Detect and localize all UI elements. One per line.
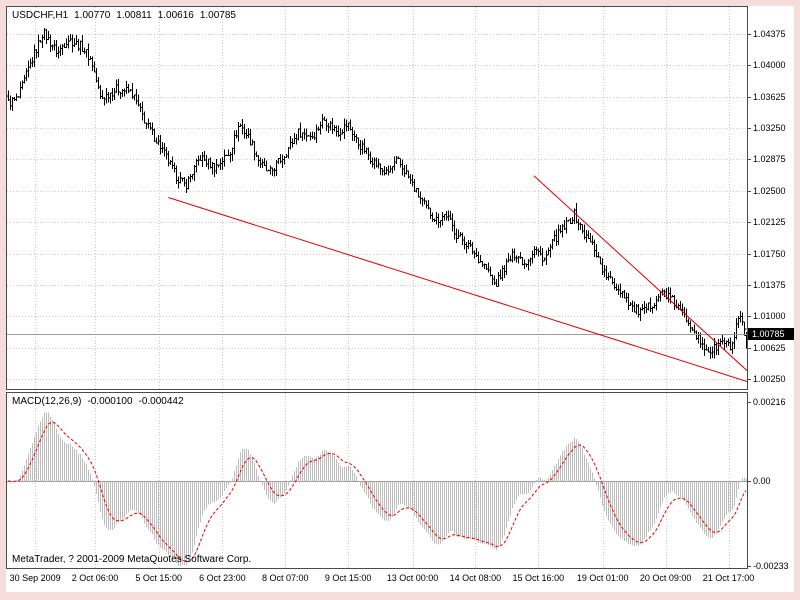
price-tick-mark bbox=[748, 96, 751, 98]
price-tick-label: 1.01750 bbox=[753, 248, 786, 259]
price-tick-mark bbox=[748, 65, 751, 67]
price-tick-mark bbox=[748, 159, 751, 161]
time-tick-label: 5 Oct 15:00 bbox=[135, 573, 182, 583]
price-axis[interactable]: 1.04375 1.04000 1.03625 1.03250 1.02875 1.025… bbox=[748, 6, 794, 592]
time-tick-label: 13 Oct 00:00 bbox=[386, 573, 439, 583]
price-tick-mark bbox=[748, 34, 751, 36]
price-tick-label: 1.04000 bbox=[753, 60, 786, 71]
time-tick-label: 21 Oct 17:00 bbox=[702, 573, 755, 583]
time-tick-label: 6 Oct 23:00 bbox=[199, 573, 246, 583]
current-price-box: 1.00785 bbox=[748, 328, 794, 341]
macd-scale-tick-mark bbox=[748, 566, 751, 568]
macd-panel[interactable]: MACD(12,26,9) -0.000100 -0.000442 MetaTrad… bbox=[6, 392, 748, 569]
time-tick-label: 2 Oct 06:00 bbox=[71, 573, 119, 583]
price-tick-label: 1.03250 bbox=[753, 123, 786, 134]
price-tick-mark bbox=[748, 253, 751, 255]
price-tick-mark bbox=[748, 222, 751, 224]
price-tick-label: 1.02500 bbox=[753, 185, 786, 196]
ohlc-close: 1.00785 bbox=[199, 10, 236, 21]
time-tick-label: 8 Oct 07:00 bbox=[261, 573, 309, 583]
price-tick-label: 1.00625 bbox=[753, 342, 786, 353]
macd-scale-label: 0.00216 bbox=[753, 396, 786, 407]
main-chart-panel[interactable]: USDCHF,H1 1.00770 1.00811 1.00616 1.00785 bbox=[6, 6, 748, 390]
price-tick-label: 1.02125 bbox=[753, 217, 786, 228]
macd-scale-label: 0.00 bbox=[753, 475, 771, 486]
price-tick-label: 1.04375 bbox=[753, 29, 786, 40]
price-tick-label: 1.01375 bbox=[753, 279, 786, 290]
time-tick-label: 19 Oct 01:00 bbox=[576, 573, 629, 583]
price-tick-label: 1.03625 bbox=[753, 91, 786, 102]
ohlc-high: 1.00811 bbox=[116, 10, 152, 21]
price-chart-svg bbox=[7, 7, 747, 389]
macd-scale-tick-mark bbox=[748, 480, 751, 482]
time-tick-label: 20 Oct 09:00 bbox=[639, 573, 692, 583]
symbol-name: USDCHF,H1 bbox=[12, 10, 69, 21]
time-tick-label: 15 Oct 16:00 bbox=[512, 573, 565, 583]
copyright-label: MetaTrader, ? 2001-2009 MetaQuotes Softw… bbox=[12, 554, 252, 565]
time-tick-label: 9 Oct 15:00 bbox=[324, 573, 372, 583]
macd-indicator-label: MACD(12,26,9) -0.000100 -0.000442 bbox=[12, 396, 190, 407]
time-tick-label: 30 Sep 2009 bbox=[9, 573, 61, 583]
time-axis[interactable]: 30 Sep 2009 2 Oct 06:00 5 Oct 15:00 6 Oct 2… bbox=[6, 569, 755, 592]
price-tick-mark bbox=[748, 316, 751, 318]
macd-value: -0.000100 bbox=[87, 396, 133, 407]
price-tick-mark bbox=[748, 378, 751, 380]
macd-signal-value: -0.000442 bbox=[138, 396, 184, 407]
price-tick-mark bbox=[748, 347, 751, 349]
symbol-ohlc-label: USDCHF,H1 1.00770 1.00811 1.00616 1.00785 bbox=[12, 10, 242, 21]
macd-chart-svg bbox=[7, 393, 747, 568]
price-tick-label: 1.00250 bbox=[753, 373, 786, 384]
macd-scale-label: -0.00233 bbox=[753, 561, 789, 572]
price-tick-mark bbox=[748, 128, 751, 130]
time-tick-label: 14 Oct 08:00 bbox=[449, 573, 502, 583]
price-tick-label: 1.02875 bbox=[753, 154, 786, 165]
price-tick-mark bbox=[748, 190, 751, 192]
ohlc-open: 1.00770 bbox=[74, 10, 111, 21]
ohlc-low: 1.00616 bbox=[157, 10, 194, 21]
price-tick-mark bbox=[748, 284, 751, 286]
price-tick-label: 1.01000 bbox=[753, 311, 786, 322]
macd-scale-tick-mark bbox=[748, 401, 751, 403]
macd-name: MACD(12,26,9) bbox=[12, 396, 82, 407]
